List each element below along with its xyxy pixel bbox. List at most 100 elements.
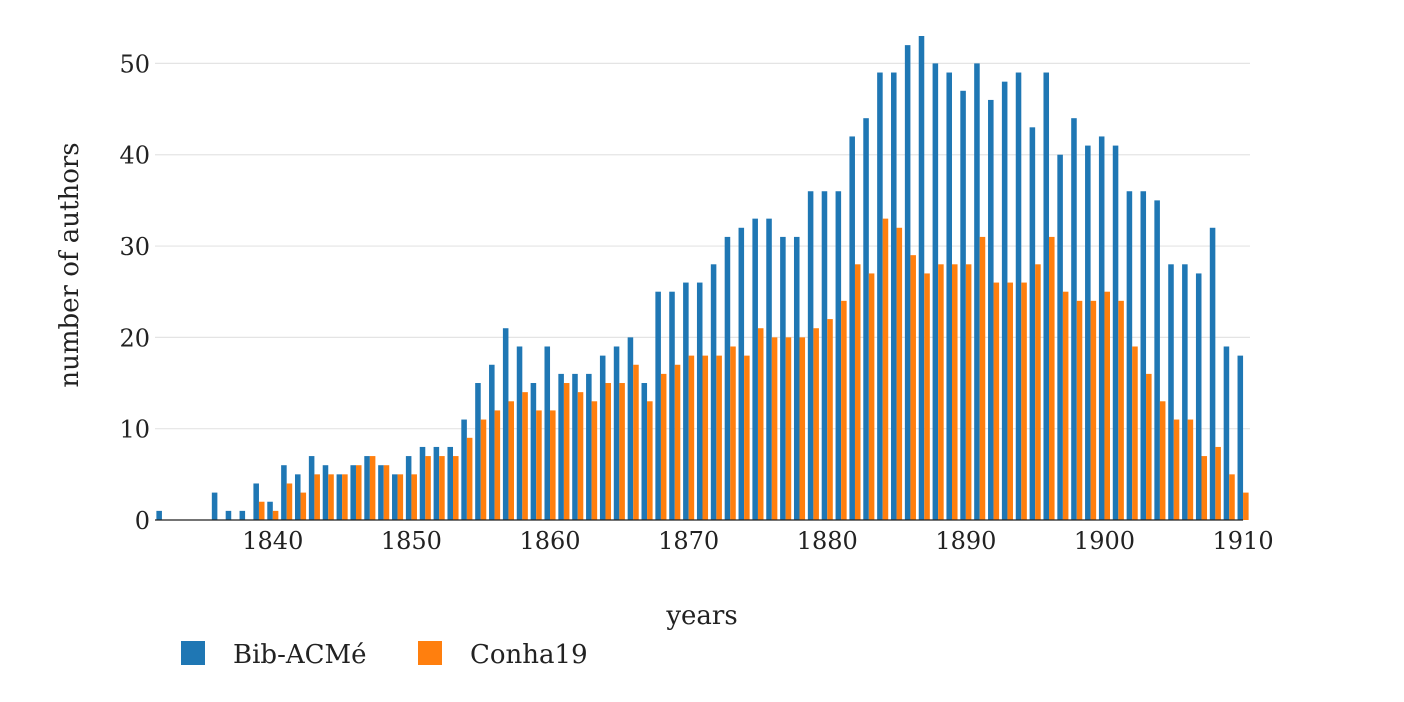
bar-conha19-1855 (480, 419, 487, 520)
bar-bib-acm-1888 (932, 63, 939, 520)
bar-conha19-1889 (951, 264, 958, 520)
bar-bib-acm-1861 (558, 373, 564, 520)
bar-conha19-1906 (1187, 419, 1194, 520)
bar-conha19-1888 (938, 264, 944, 520)
bar-bib-acm-1856 (489, 364, 495, 520)
bar-bib-acm-1874 (738, 227, 745, 520)
bar-conha19-1868 (660, 373, 667, 520)
x-tick-label-1840: 1840 (242, 527, 303, 555)
bar-bib-acm-1855 (475, 383, 481, 520)
bar-conha19-1883 (868, 273, 875, 520)
legend-label-bib-acme: Bib-ACMé (233, 640, 367, 670)
bar-bib-acm-1891 (974, 63, 980, 520)
bar-conha19-1875 (757, 328, 764, 520)
bar-conha19-1856 (494, 410, 501, 520)
bar-conha19-1848 (383, 465, 390, 520)
y-tick-label-30: 30 (119, 233, 150, 261)
legend-label-conha19: Conha19 (470, 640, 588, 670)
bar-bib-acm-1894 (1015, 72, 1022, 520)
bar-conha19-1873 (730, 346, 736, 520)
bar-bib-acm-1908 (1209, 227, 1216, 520)
bar-bib-acm-1882 (849, 136, 855, 521)
bar-conha19-1843 (314, 474, 320, 520)
bar-conha19-1893 (1007, 282, 1013, 520)
bar-bib-acm-1843 (308, 456, 315, 520)
bar-conha19-1866 (633, 364, 639, 520)
legend-swatch-bib-acme (181, 641, 205, 665)
bar-bib-acm-1845 (336, 474, 343, 520)
bar-bib-acm-1883 (863, 118, 869, 520)
bar-bib-acm-1903 (1140, 191, 1147, 520)
bar-conha19-1879 (813, 328, 819, 520)
bar-bib-acm-1887 (918, 36, 925, 520)
bar-bib-acm-1868 (655, 291, 661, 520)
bar-bib-acm-1889 (946, 72, 952, 520)
bar-bib-acm-1867 (641, 383, 648, 520)
bar-conha19-1885 (896, 227, 903, 520)
bar-group (156, 36, 1249, 521)
bar-bib-acm-1881 (835, 191, 842, 520)
bar-conha19-1882 (854, 264, 861, 520)
bar-conha19-1874 (744, 355, 750, 520)
x-tick-label-1900: 1900 (1074, 527, 1135, 555)
bar-conha19-1905 (1173, 419, 1180, 520)
bar-bib-acm-1896 (1043, 72, 1050, 520)
bar-bib-acm-1859 (530, 383, 537, 520)
bar-bib-acm-1858 (516, 346, 523, 520)
bar-conha19-1880 (827, 319, 833, 520)
bar-conha19-1842 (300, 492, 307, 520)
bar-conha19-1884 (882, 218, 889, 520)
y-tick-label-50: 50 (119, 50, 150, 78)
bar-bib-acm-1886 (904, 45, 911, 520)
bar-bib-acm-1880 (821, 191, 828, 520)
bar-bib-acm-1862 (572, 373, 578, 520)
bar-bib-acm-1853 (447, 446, 454, 520)
bar-conha19-1852 (439, 456, 445, 520)
bar-conha19-1857 (508, 401, 514, 520)
bar-conha19-1891 (979, 236, 986, 521)
bar-bib-acm-1857 (502, 328, 509, 520)
bar-bib-acm-1895 (1029, 127, 1036, 521)
bar-conha19-1900 (1104, 291, 1111, 520)
bar-conha19-1863 (591, 401, 598, 520)
bar-bib-acm-1890 (960, 90, 966, 520)
y-tick-label-10: 10 (119, 416, 150, 444)
bar-bib-acm-1852 (433, 446, 440, 520)
bar-bib-acm-1879 (807, 191, 814, 520)
bar-bib-acm-1909 (1223, 346, 1230, 520)
y-tick-label-0: 0 (135, 507, 150, 535)
bar-bib-acm-1847 (364, 456, 370, 520)
bar-bib-acm-1899 (1085, 145, 1091, 520)
x-tick-label-1880: 1880 (797, 527, 858, 555)
bar-bib-acm-1841 (281, 465, 287, 520)
y-axis-title: number of authors (55, 142, 85, 387)
bar-bib-acm-1866 (627, 337, 634, 520)
bar-conha19-1887 (924, 273, 930, 520)
bar-conha19-1901 (1118, 300, 1124, 520)
bar-bib-acm-1844 (322, 465, 329, 520)
bar-conha19-1896 (1049, 236, 1055, 521)
bar-conha19-1850 (411, 474, 417, 520)
bar-conha19-1869 (674, 364, 681, 520)
bar-conha19-1904 (1159, 401, 1166, 520)
bar-bib-acm-1840 (267, 501, 273, 520)
x-tick-label-1910: 1910 (1213, 527, 1274, 555)
bar-conha19-1865 (619, 383, 625, 520)
bar-bib-acm-1871 (696, 282, 703, 520)
bar-bib-acm-1851 (419, 446, 426, 520)
bar-bib-acm-1870 (683, 282, 689, 520)
y-tick-label-20: 20 (119, 324, 150, 352)
bar-conha19-1876 (771, 337, 778, 520)
bar-bib-acm-1884 (877, 72, 883, 520)
bar-bib-acm-1869 (669, 291, 675, 520)
bar-conha19-1902 (1132, 346, 1138, 520)
bar-conha19-1840 (272, 510, 279, 520)
bar-conha19-1897 (1062, 291, 1069, 520)
bar-conha19-1847 (369, 456, 376, 520)
x-tick-label-1860: 1860 (519, 527, 580, 555)
bar-conha19-1870 (688, 355, 695, 520)
bar-conha19-1867 (647, 401, 653, 520)
bar-conha19-1890 (965, 264, 972, 520)
bar-conha19-1860 (550, 410, 556, 520)
